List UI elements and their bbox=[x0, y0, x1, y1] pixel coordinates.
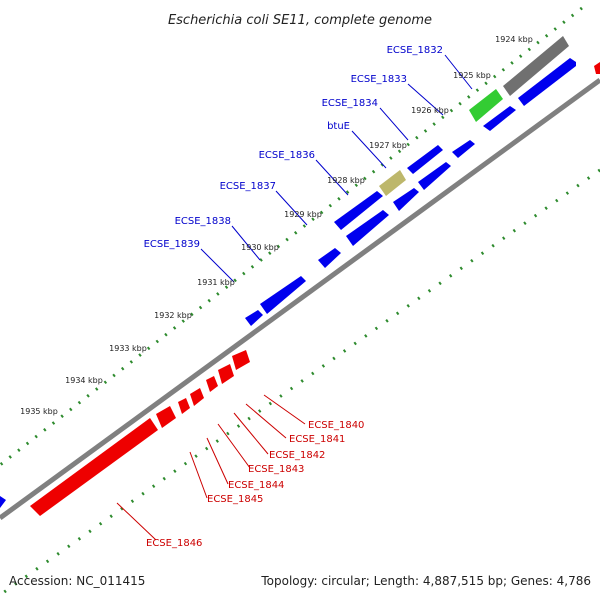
map-title: Escherichia coli SE11, complete genome bbox=[168, 13, 432, 28]
gene-arrow-ecse-1839-c[interactable] bbox=[245, 310, 263, 326]
topology-label: Topology: circular; Length: 4,887,515 bp… bbox=[261, 574, 591, 588]
gene-box-khaki[interactable] bbox=[379, 170, 406, 196]
tick-label-1930: 1930 kbp bbox=[241, 243, 279, 252]
gene-arrow-ecse-1842-a[interactable] bbox=[206, 376, 218, 392]
gene-arrow-ecse-1833-a[interactable] bbox=[483, 106, 516, 131]
gene-arrow-ecse-1844-a[interactable] bbox=[178, 398, 190, 414]
tick-label-1933: 1933 kbp bbox=[109, 344, 147, 353]
gene-arrow-right-edge[interactable] bbox=[594, 62, 600, 74]
forward-strand-genes bbox=[0, 58, 576, 508]
gene-arrow-ecse-1836-a[interactable] bbox=[418, 162, 451, 190]
tick-label-1932: 1932 kbp bbox=[154, 311, 192, 320]
gene-label-ecse-1836[interactable]: ECSE_1836 bbox=[259, 150, 315, 161]
coordinate-ticks: 1924 kbp 1925 kbp 1926 kbp 1927 kbp 1928… bbox=[20, 35, 533, 416]
gene-box-gray[interactable] bbox=[503, 36, 569, 96]
gene-label-ecse-1846[interactable]: ECSE_1846 bbox=[146, 538, 202, 549]
gene-arrow-ecse-1846-a[interactable] bbox=[30, 418, 158, 516]
outer-tick-track bbox=[0, 6, 583, 467]
forward-label-leaders bbox=[200, 54, 473, 283]
tick-label-1931: 1931 kbp bbox=[197, 278, 235, 287]
gene-arrow-ecse-1841-a[interactable] bbox=[218, 364, 234, 384]
inner-tick-track bbox=[0, 168, 600, 597]
tick-label-1924: 1924 kbp bbox=[495, 35, 533, 44]
tick-label-1925: 1925 kbp bbox=[453, 71, 491, 80]
tick-label-1935: 1935 kbp bbox=[20, 407, 58, 416]
gene-label-ecse-1840[interactable]: ECSE_1840 bbox=[308, 420, 364, 431]
gene-arrow-ecse-1838-a[interactable] bbox=[346, 210, 389, 246]
tick-label-1926: 1926 kbp bbox=[411, 106, 449, 115]
gene-label-ecse-1833[interactable]: ECSE_1833 bbox=[351, 74, 407, 85]
gene-label-ecse-1837[interactable]: ECSE_1837 bbox=[220, 181, 276, 192]
reverse-strand-genes bbox=[30, 62, 600, 516]
genome-backbone bbox=[0, 77, 600, 521]
gene-arrow-ecse-1840-a[interactable] bbox=[232, 350, 250, 370]
gene-label-ecse-1843[interactable]: ECSE_1843 bbox=[248, 464, 304, 475]
gene-arrow-left-edge[interactable] bbox=[0, 496, 6, 508]
gene-arrow-ecse-1836-b[interactable] bbox=[393, 188, 419, 211]
gene-arrow-ecse-1832-a[interactable] bbox=[518, 58, 576, 106]
forward-gene-labels: ECSE_1832 ECSE_1833 ECSE_1834 btuE ECSE_… bbox=[144, 45, 443, 250]
accession-label: Accession: NC_011415 bbox=[9, 574, 146, 588]
gene-label-ecse-1842[interactable]: ECSE_1842 bbox=[269, 450, 325, 461]
gene-label-btue[interactable]: btuE bbox=[327, 121, 350, 132]
gene-label-ecse-1832[interactable]: ECSE_1832 bbox=[387, 45, 443, 56]
gene-arrow-btue-a[interactable] bbox=[407, 145, 443, 174]
tick-label-1929: 1929 kbp bbox=[284, 210, 322, 219]
gene-label-ecse-1834[interactable]: ECSE_1834 bbox=[322, 98, 378, 109]
tick-label-1927: 1927 kbp bbox=[369, 141, 407, 150]
gene-arrow-ecse-1834-a[interactable] bbox=[452, 140, 475, 158]
gene-label-ecse-1838[interactable]: ECSE_1838 bbox=[175, 216, 231, 227]
gene-label-ecse-1839[interactable]: ECSE_1839 bbox=[144, 239, 200, 250]
gene-arrow-ecse-1839-a[interactable] bbox=[318, 248, 341, 268]
tick-label-1928: 1928 kbp bbox=[327, 176, 365, 185]
gene-box-green[interactable] bbox=[469, 89, 503, 122]
gene-label-ecse-1845[interactable]: ECSE_1845 bbox=[207, 494, 263, 505]
gene-label-ecse-1844[interactable]: ECSE_1844 bbox=[228, 480, 284, 491]
gene-label-ecse-1841[interactable]: ECSE_1841 bbox=[289, 434, 345, 445]
gene-arrow-ecse-1839-b[interactable] bbox=[260, 276, 306, 314]
gene-arrow-ecse-1845-a[interactable] bbox=[156, 406, 176, 428]
reverse-label-leaders bbox=[116, 394, 306, 541]
reverse-gene-labels: ECSE_1840 ECSE_1841 ECSE_1842 ECSE_1843 … bbox=[146, 420, 364, 549]
gene-arrow-ecse-1837-a[interactable] bbox=[334, 191, 383, 230]
gene-arrow-ecse-1843-a[interactable] bbox=[190, 388, 204, 406]
tick-label-1934: 1934 kbp bbox=[65, 376, 103, 385]
